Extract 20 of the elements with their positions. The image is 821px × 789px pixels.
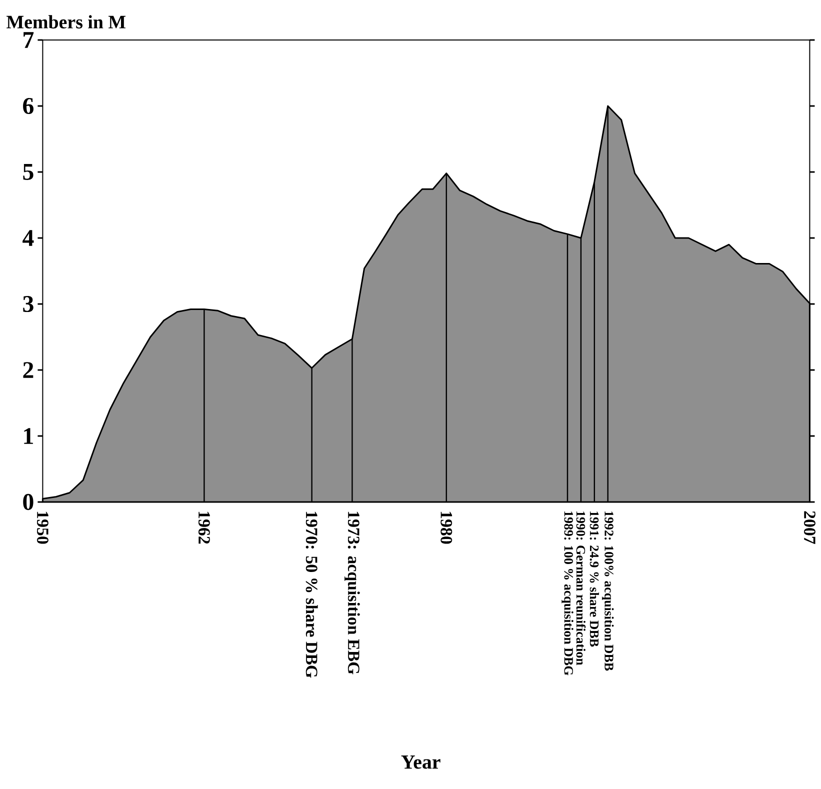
x-tick-label: 1991: 24.9 % share DBB (590, 512, 599, 647)
x-tick-label: 1989: 100 % acquisition DBG (562, 512, 574, 676)
y-tick-label: 4 (22, 230, 34, 246)
y-tick-label: 1 (24, 428, 33, 444)
y-tick-label: 5 (23, 164, 34, 180)
y-tick-label: 7 (24, 32, 34, 48)
x-tick-label: 1992: 100% acquisition DBB (602, 512, 614, 671)
y-tick-label: 6 (23, 98, 34, 114)
y-tick-label: 0 (23, 494, 34, 510)
y-tick-label: 3 (23, 296, 34, 312)
x-tick-label: 1970: 50 % share DBG (306, 512, 318, 678)
x-tick-label: 1950 (36, 512, 48, 544)
y-axis-title: Members in M (6, 15, 126, 28)
x-tick-label: 1962 (198, 512, 210, 544)
x-tick-label: 2007 (804, 511, 816, 544)
y-tick-label: 2 (23, 362, 34, 378)
x-tick-label: 1980 (440, 512, 452, 544)
x-axis-title: Year (401, 756, 440, 769)
x-tick-label: 1990: German reunification (576, 512, 586, 666)
x-tick-label: 1973: acquisition EBG (344, 512, 360, 674)
